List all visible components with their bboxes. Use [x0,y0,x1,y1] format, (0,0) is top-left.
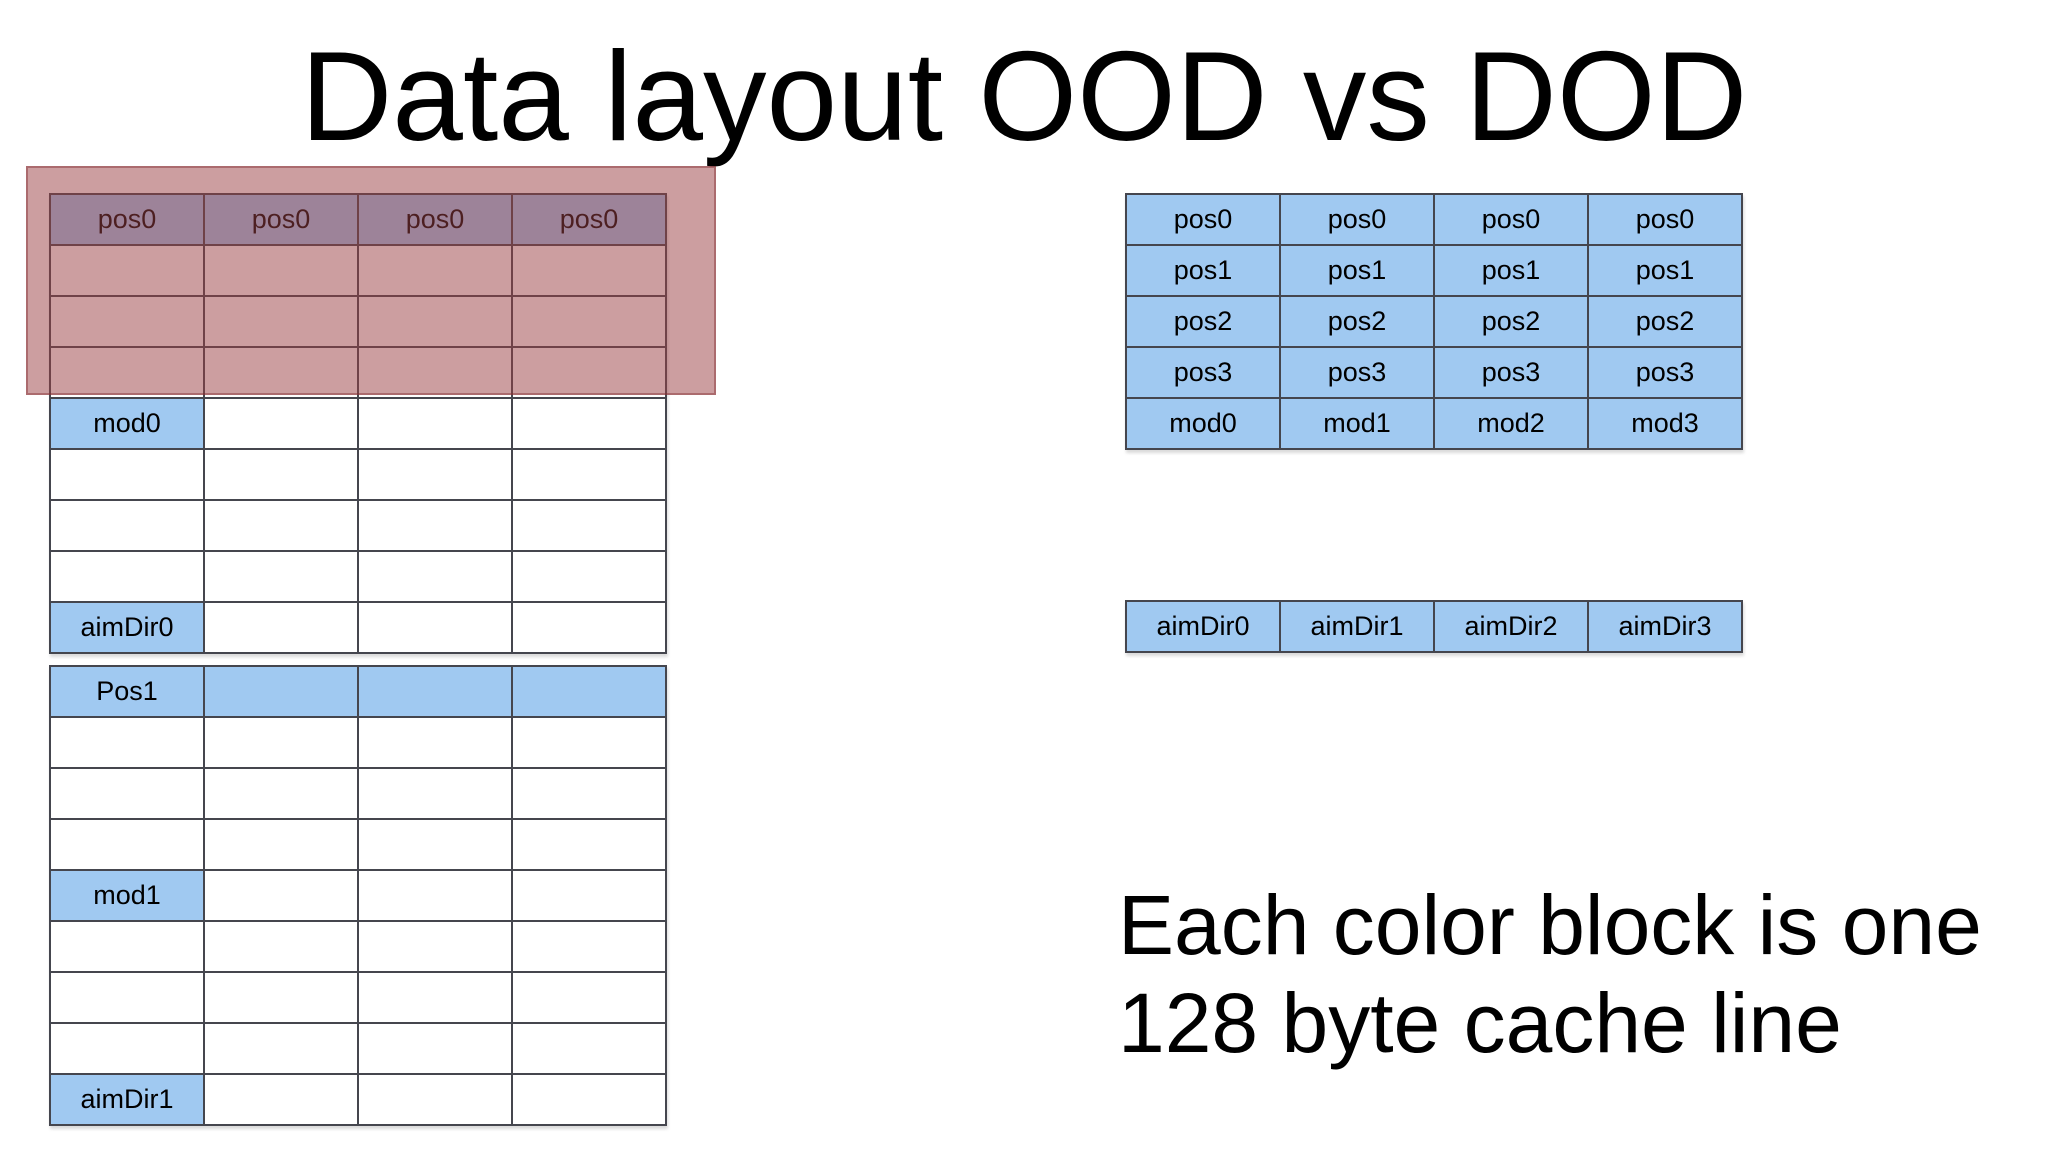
table-cell: pos2 [1280,296,1434,347]
table-cell [50,1023,204,1074]
table-cell [512,398,666,449]
table-cell [50,551,204,602]
table-cell [512,768,666,819]
table-cell: mod1 [50,870,204,921]
table-cell: mod2 [1434,398,1588,449]
table-cell [358,972,512,1023]
table-cell [50,819,204,870]
table-cell [358,398,512,449]
table-cell [512,870,666,921]
caption: Each color block is one 128 byte cache l… [1118,876,1982,1072]
table-cell [358,768,512,819]
table-cell [204,870,358,921]
ood-table-object1: Pos1 mod1 aimDir1 [49,665,667,1126]
table-cell: pos3 [1280,347,1434,398]
table-cell [358,819,512,870]
table-cell [358,500,512,551]
table-cell: pos2 [1434,296,1588,347]
table-cell [512,1074,666,1125]
table-cell: aimDir2 [1434,601,1588,652]
table-cell [50,717,204,768]
table-cell [204,768,358,819]
table-cell: aimDir1 [1280,601,1434,652]
table-cell [358,1074,512,1125]
table-cell [512,602,666,653]
table-cell: aimDir1 [50,1074,204,1125]
table-cell [50,921,204,972]
table-cell [204,449,358,500]
table-cell: mod0 [1126,398,1280,449]
table-cell [204,551,358,602]
table-cell: pos0 [1126,194,1280,245]
table-cell: pos3 [1588,347,1742,398]
table-cell: pos2 [1588,296,1742,347]
table-cell [50,500,204,551]
table-cell [358,717,512,768]
table-cell: mod1 [1280,398,1434,449]
table-cell: mod0 [50,398,204,449]
table-cell: pos3 [1126,347,1280,398]
dod-table-pos-mod: pos0 pos0 pos0 pos0 pos1 pos1 pos1 pos1 pos2 pos2… [1125,193,1743,450]
table-cell: pos1 [1588,245,1742,296]
table-cell: pos1 [1126,245,1280,296]
table-cell: Pos1 [50,666,204,717]
table-cell: aimDir0 [1126,601,1280,652]
table-cell [512,819,666,870]
caption-line2: 128 byte cache line [1118,976,1842,1070]
table-cell: aimDir0 [50,602,204,653]
table-cell [512,921,666,972]
table-cell [204,666,358,717]
table-cell [204,972,358,1023]
table-cell [358,602,512,653]
table-cell [358,921,512,972]
table-cell [50,972,204,1023]
table-cell [204,819,358,870]
table-cell: pos1 [1434,245,1588,296]
table-cell [204,398,358,449]
table-cell: pos3 [1434,347,1588,398]
slide-title: Data layout OOD vs DOD [300,25,1748,167]
table-cell: pos0 [1588,194,1742,245]
table-cell: mod3 [1588,398,1742,449]
table-cell [512,717,666,768]
table-cell [512,666,666,717]
table-cell [204,717,358,768]
table-cell: aimDir3 [1588,601,1742,652]
table-cell [50,768,204,819]
dod-table-aimdir: aimDir0 aimDir1 aimDir2 aimDir3 [1125,600,1743,653]
cache-line-highlight-overlay [26,166,716,395]
table-cell [358,666,512,717]
table-cell [204,500,358,551]
table-cell [50,449,204,500]
caption-line1: Each color block is one [1118,878,1982,972]
table-cell [512,551,666,602]
table-cell: pos0 [1280,194,1434,245]
table-cell [204,1023,358,1074]
table-cell [358,449,512,500]
table-cell [512,500,666,551]
table-cell [204,921,358,972]
table-cell [512,449,666,500]
table-cell [358,551,512,602]
table-cell [358,870,512,921]
table-cell: pos2 [1126,296,1280,347]
table-cell [358,1023,512,1074]
table-cell [204,1074,358,1125]
table-cell [204,602,358,653]
table-cell [512,972,666,1023]
table-cell: pos0 [1434,194,1588,245]
table-cell: pos1 [1280,245,1434,296]
table-cell [512,1023,666,1074]
